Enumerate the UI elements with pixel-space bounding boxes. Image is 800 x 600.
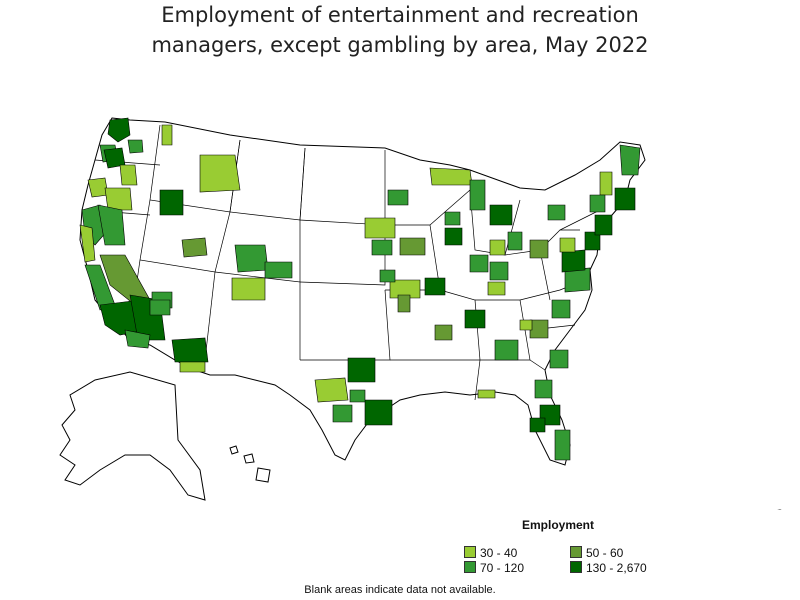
area-tampa bbox=[529, 417, 546, 433]
area-vt bbox=[599, 171, 613, 196]
area-louisville bbox=[487, 281, 506, 296]
legend-label: 30 - 40 bbox=[480, 546, 518, 560]
area-omaha bbox=[371, 239, 393, 256]
area-pa bbox=[559, 237, 576, 253]
area-ut-3 bbox=[231, 277, 266, 301]
area-reno bbox=[181, 237, 208, 258]
area-chicago bbox=[444, 227, 463, 246]
area-tx-west bbox=[314, 377, 349, 403]
legend-title: Employment bbox=[522, 518, 595, 532]
area-seattle bbox=[107, 117, 131, 143]
hawaii-island-3 bbox=[255, 467, 271, 483]
area-milwaukee bbox=[444, 211, 461, 226]
area-ca-south bbox=[124, 329, 151, 349]
title-line-1: Employment of entertainment and recreati… bbox=[161, 3, 639, 27]
area-mi-up bbox=[429, 167, 473, 186]
area-sf bbox=[79, 224, 96, 263]
map-title: Employment of entertainment and recreati… bbox=[0, 0, 800, 60]
alaska-outline bbox=[59, 371, 206, 501]
area-st-louis bbox=[424, 277, 446, 296]
area-memphis bbox=[434, 324, 453, 341]
area-kc bbox=[389, 279, 421, 299]
area-mi-1 bbox=[469, 179, 486, 211]
area-or-2 bbox=[104, 187, 133, 211]
area-salt-lake bbox=[234, 244, 269, 273]
legend-item-30-40: 30 - 40 bbox=[464, 546, 517, 560]
area-mn-2 bbox=[387, 189, 409, 206]
area-or-3 bbox=[119, 164, 138, 186]
legend-item-130-2670: 130 - 2,670 bbox=[570, 561, 647, 575]
legend: Employment 30 - 40 50 - 60 70 - 120 130 … bbox=[460, 518, 680, 578]
area-ut-2 bbox=[264, 261, 293, 279]
legend-label: 50 - 60 bbox=[586, 546, 624, 560]
area-miami bbox=[554, 429, 571, 461]
area-ks bbox=[379, 269, 396, 283]
area-tucson bbox=[179, 361, 206, 373]
area-wa-2 bbox=[127, 139, 144, 154]
area-austin bbox=[332, 404, 353, 423]
area-nyc bbox=[594, 214, 613, 236]
area-indianapolis bbox=[469, 254, 489, 273]
legend-swatch bbox=[570, 546, 582, 558]
area-nc bbox=[519, 319, 533, 331]
area-boston bbox=[614, 187, 636, 211]
area-albany bbox=[589, 194, 606, 213]
legend-item-50-60: 50 - 60 bbox=[570, 546, 623, 560]
area-houston bbox=[364, 399, 393, 426]
area-boise bbox=[159, 189, 184, 216]
area-columbus bbox=[489, 239, 506, 256]
legend-label: 130 - 2,670 bbox=[586, 561, 647, 575]
area-cincinnati bbox=[489, 261, 509, 281]
area-atlanta bbox=[494, 339, 519, 361]
area-raleigh bbox=[551, 299, 571, 319]
area-charleston bbox=[549, 349, 569, 369]
legend-swatch bbox=[570, 561, 582, 573]
us-employment-map bbox=[59, 117, 782, 510]
hawaii-island-2 bbox=[243, 453, 255, 464]
area-dc bbox=[561, 249, 586, 273]
legend-item-70-120: 70 - 120 bbox=[464, 561, 524, 575]
footnote: Blank areas indicate data not available. bbox=[304, 584, 496, 596]
area-nashville bbox=[464, 309, 486, 329]
area-nm bbox=[149, 299, 171, 316]
area-jacksonville bbox=[534, 379, 553, 399]
area-new-orleans bbox=[477, 389, 496, 399]
legend-swatch bbox=[464, 561, 476, 573]
area-sacramento bbox=[97, 204, 126, 246]
employment-areas bbox=[79, 117, 641, 461]
area-spokane bbox=[161, 124, 173, 146]
area-detroit bbox=[489, 204, 513, 226]
title-line-2: managers, except gambling by area, May 2… bbox=[151, 33, 649, 57]
legend-swatch bbox=[464, 546, 476, 558]
legend-label: 70 - 120 bbox=[480, 561, 525, 575]
area-oh bbox=[507, 231, 523, 251]
hawaii-island-1 bbox=[229, 445, 239, 455]
area-maine bbox=[619, 144, 641, 176]
area-charlotte bbox=[529, 319, 549, 339]
area-des-moines bbox=[399, 237, 426, 256]
area-pittsburgh bbox=[529, 239, 549, 259]
area-ok bbox=[397, 294, 411, 313]
area-phoenix bbox=[171, 337, 209, 363]
area-dallas bbox=[347, 357, 376, 383]
area-ny-west bbox=[547, 204, 566, 221]
area-minneapolis bbox=[364, 217, 396, 239]
area-tx-2 bbox=[349, 389, 366, 403]
area-mt bbox=[199, 154, 241, 193]
